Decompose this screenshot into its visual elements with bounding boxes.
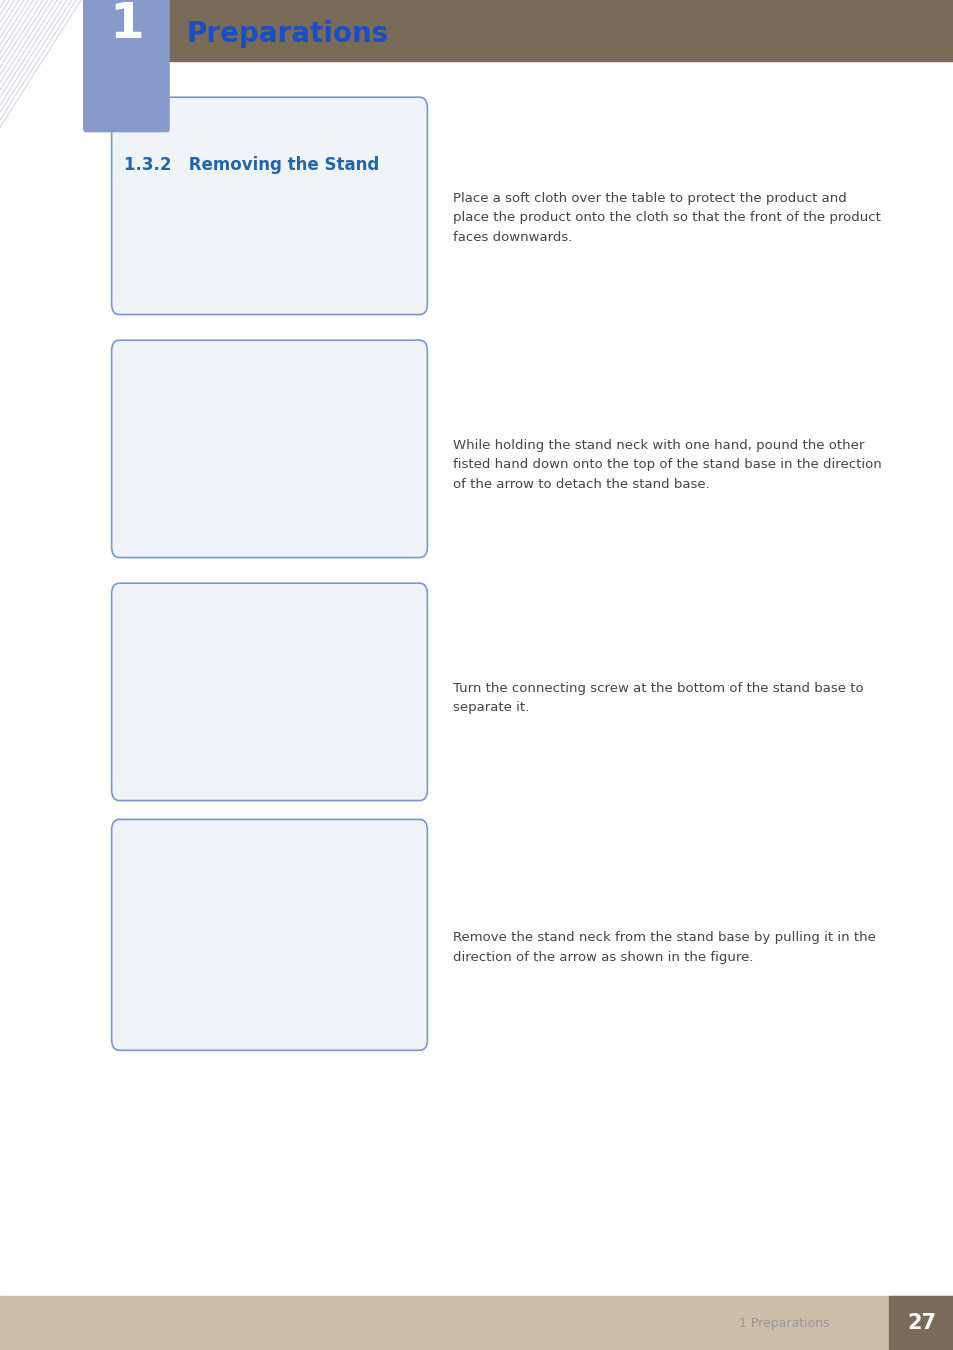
FancyBboxPatch shape [112, 819, 427, 1050]
Text: 1: 1 [109, 0, 144, 49]
Text: 27: 27 [906, 1314, 935, 1332]
Text: While holding the stand neck with one hand, pound the other
fisted hand down ont: While holding the stand neck with one ha… [453, 439, 881, 491]
FancyBboxPatch shape [112, 340, 427, 558]
FancyBboxPatch shape [83, 0, 170, 132]
Text: Place a soft cloth over the table to protect the product and
place the product o: Place a soft cloth over the table to pro… [453, 192, 881, 244]
Bar [888, 1296, 953, 1350]
FancyBboxPatch shape [112, 97, 427, 315]
FancyBboxPatch shape [112, 583, 427, 801]
Text: Turn the connecting screw at the bottom of the stand base to
separate it.: Turn the connecting screw at the bottom … [453, 682, 862, 714]
Bar [86, 0, 953, 61]
Bar [0, 1296, 953, 1350]
Text: Remove the stand neck from the stand base by pulling it in the
direction of the : Remove the stand neck from the stand bas… [453, 931, 875, 964]
Text: 1.3.2   Removing the Stand: 1.3.2 Removing the Stand [124, 155, 379, 174]
Text: 1 Preparations: 1 Preparations [739, 1316, 829, 1330]
Text: Preparations: Preparations [186, 20, 388, 47]
